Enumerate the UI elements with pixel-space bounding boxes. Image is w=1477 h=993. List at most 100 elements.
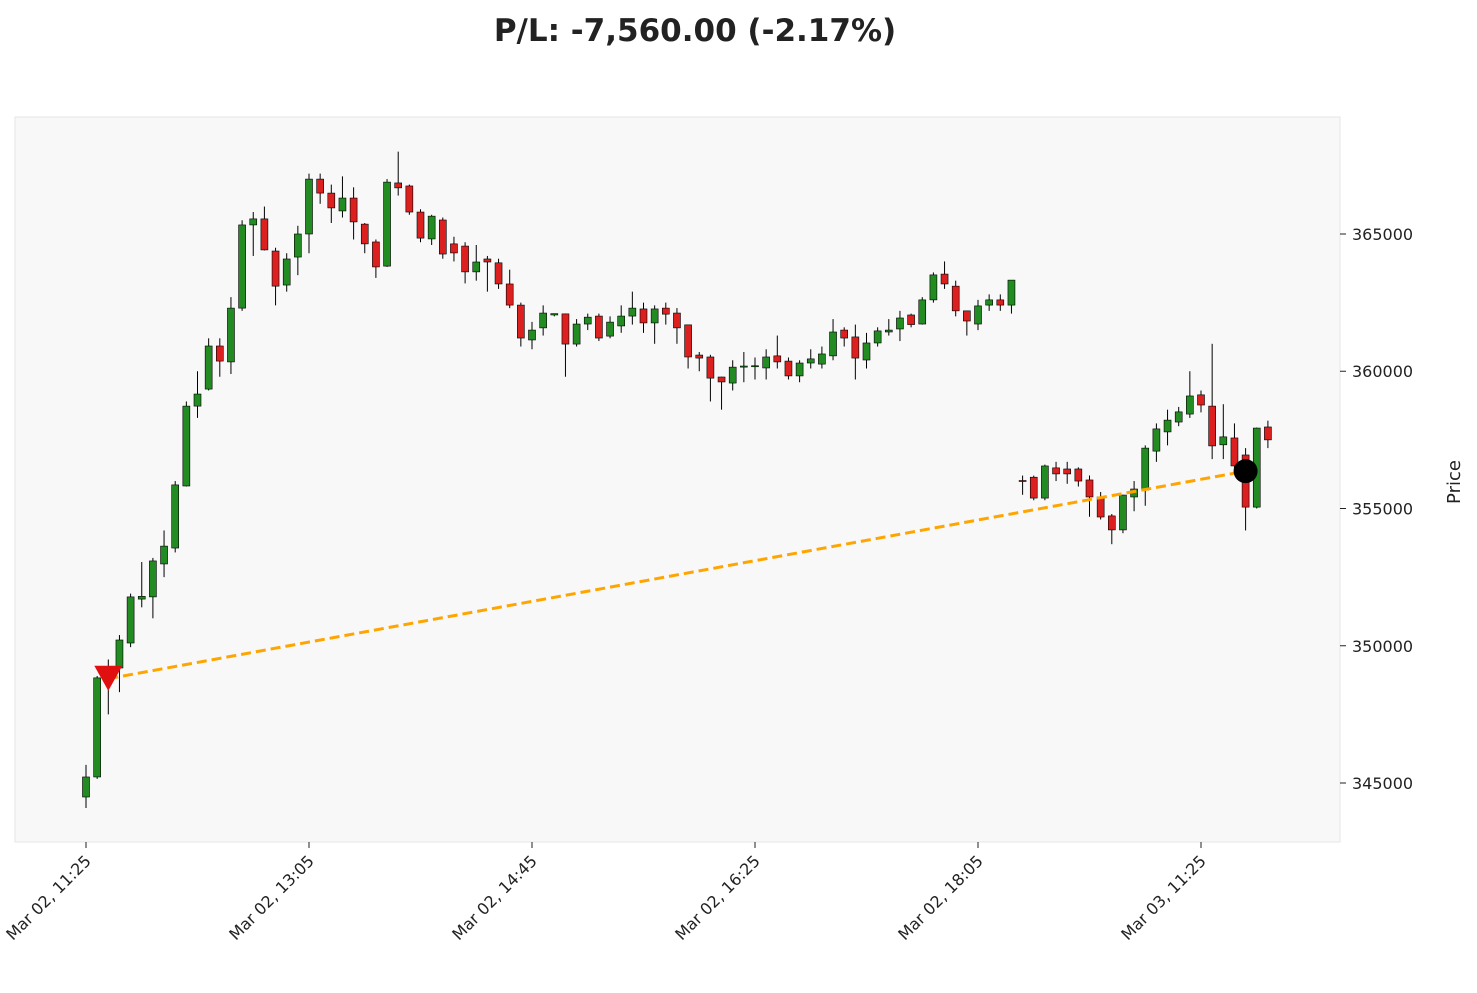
candle-body xyxy=(1152,428,1161,452)
candle-body xyxy=(227,307,235,363)
candle-body xyxy=(1052,467,1060,475)
candle-body xyxy=(338,197,347,212)
candle-body xyxy=(316,178,324,194)
y-tick-label: 365000 xyxy=(1352,225,1413,244)
candle-body xyxy=(1074,468,1083,482)
candle-body xyxy=(583,316,592,325)
candle-body xyxy=(461,245,469,273)
candle-body xyxy=(940,273,949,285)
candle-body xyxy=(126,596,135,644)
x-tick-label: Mar 03, 11:25 xyxy=(1117,851,1210,944)
candle-body xyxy=(762,356,770,369)
exit-marker xyxy=(1233,459,1258,484)
candle-body xyxy=(450,243,458,254)
candle-body xyxy=(327,192,336,209)
candle-body xyxy=(505,283,514,306)
candle-body xyxy=(1230,437,1239,467)
candle-body xyxy=(1264,426,1272,441)
candle-body xyxy=(773,355,782,363)
y-tick-label: 350000 xyxy=(1352,637,1413,656)
plot-area xyxy=(14,116,1341,843)
candle-body xyxy=(204,345,213,390)
x-tick-label: Mar 02, 11:25 xyxy=(2,851,95,944)
candle-body xyxy=(951,285,960,312)
candle-body xyxy=(628,307,637,317)
y-axis-label: Price xyxy=(1444,460,1465,504)
candle-body xyxy=(661,307,670,315)
candle-body xyxy=(216,345,224,362)
candle-body xyxy=(1108,515,1116,531)
candle-body xyxy=(1174,411,1183,423)
candle-body xyxy=(1219,436,1228,446)
candle-body xyxy=(918,299,927,325)
candle-body xyxy=(483,258,492,263)
candle-body xyxy=(383,181,391,267)
candle-body xyxy=(851,336,860,359)
candle-body xyxy=(639,308,648,324)
chart-title: P/L: -7,560.00 (-2.17%) xyxy=(494,13,896,49)
candle-body xyxy=(405,185,414,213)
candle-body xyxy=(438,219,447,255)
candle-body xyxy=(650,308,659,324)
candle-body xyxy=(349,197,358,223)
candle-body xyxy=(416,211,425,239)
candle-body xyxy=(695,354,704,359)
candle-body xyxy=(82,776,90,798)
candle-body xyxy=(572,323,581,345)
candle-body xyxy=(372,241,380,268)
candle-body xyxy=(684,324,692,358)
candle-body xyxy=(472,261,481,273)
candle-body xyxy=(160,545,168,565)
candle-body xyxy=(1018,480,1027,482)
candle-body xyxy=(1186,395,1194,415)
candle-body xyxy=(907,314,915,325)
candle-body xyxy=(1208,405,1216,447)
candle-body xyxy=(149,560,157,598)
candle-body xyxy=(193,393,202,407)
y-tick-label: 360000 xyxy=(1352,362,1413,381)
candle-body xyxy=(840,329,849,339)
candle-body xyxy=(795,362,804,377)
candle-body xyxy=(294,233,302,258)
x-tick-label: Mar 02, 16:25 xyxy=(671,851,764,944)
candle-body xyxy=(751,365,759,368)
x-tick-label: Mar 02, 18:05 xyxy=(894,851,987,944)
candle-body xyxy=(360,223,369,245)
candle-body xyxy=(829,331,837,357)
candle-body xyxy=(182,405,191,487)
candle-body xyxy=(171,484,179,549)
candle-body xyxy=(873,330,882,344)
candle-body xyxy=(806,358,815,364)
candle-body xyxy=(706,356,715,379)
candle-body xyxy=(740,365,748,368)
candle-body xyxy=(1141,447,1150,491)
candle-body xyxy=(728,366,737,384)
x-tick-label: Mar 02, 13:05 xyxy=(225,851,318,944)
candle-body xyxy=(617,315,626,327)
candle-body xyxy=(818,353,826,365)
candle-body xyxy=(862,342,871,361)
candle-body xyxy=(249,218,258,226)
candle-body xyxy=(1007,279,1016,306)
candle-body xyxy=(1096,496,1105,518)
entry-marker xyxy=(94,665,123,691)
candle-body xyxy=(996,299,1005,306)
y-tick-label: 345000 xyxy=(1352,774,1413,793)
candle-body xyxy=(673,312,681,329)
trade-line xyxy=(108,469,1246,681)
candle-body xyxy=(539,312,547,329)
candle-body xyxy=(260,218,269,251)
candle-body xyxy=(137,596,146,600)
candle-body xyxy=(394,182,403,189)
candle-body xyxy=(305,178,313,235)
candle-body xyxy=(494,262,503,285)
candle-body xyxy=(1163,419,1172,433)
candle-body xyxy=(896,317,904,330)
candle-body xyxy=(427,215,436,240)
x-tick-label: Mar 02, 14:45 xyxy=(448,851,541,944)
candle-body xyxy=(985,299,993,306)
candle-body xyxy=(115,639,124,669)
candle-body xyxy=(561,313,570,345)
candle-body xyxy=(595,315,603,339)
